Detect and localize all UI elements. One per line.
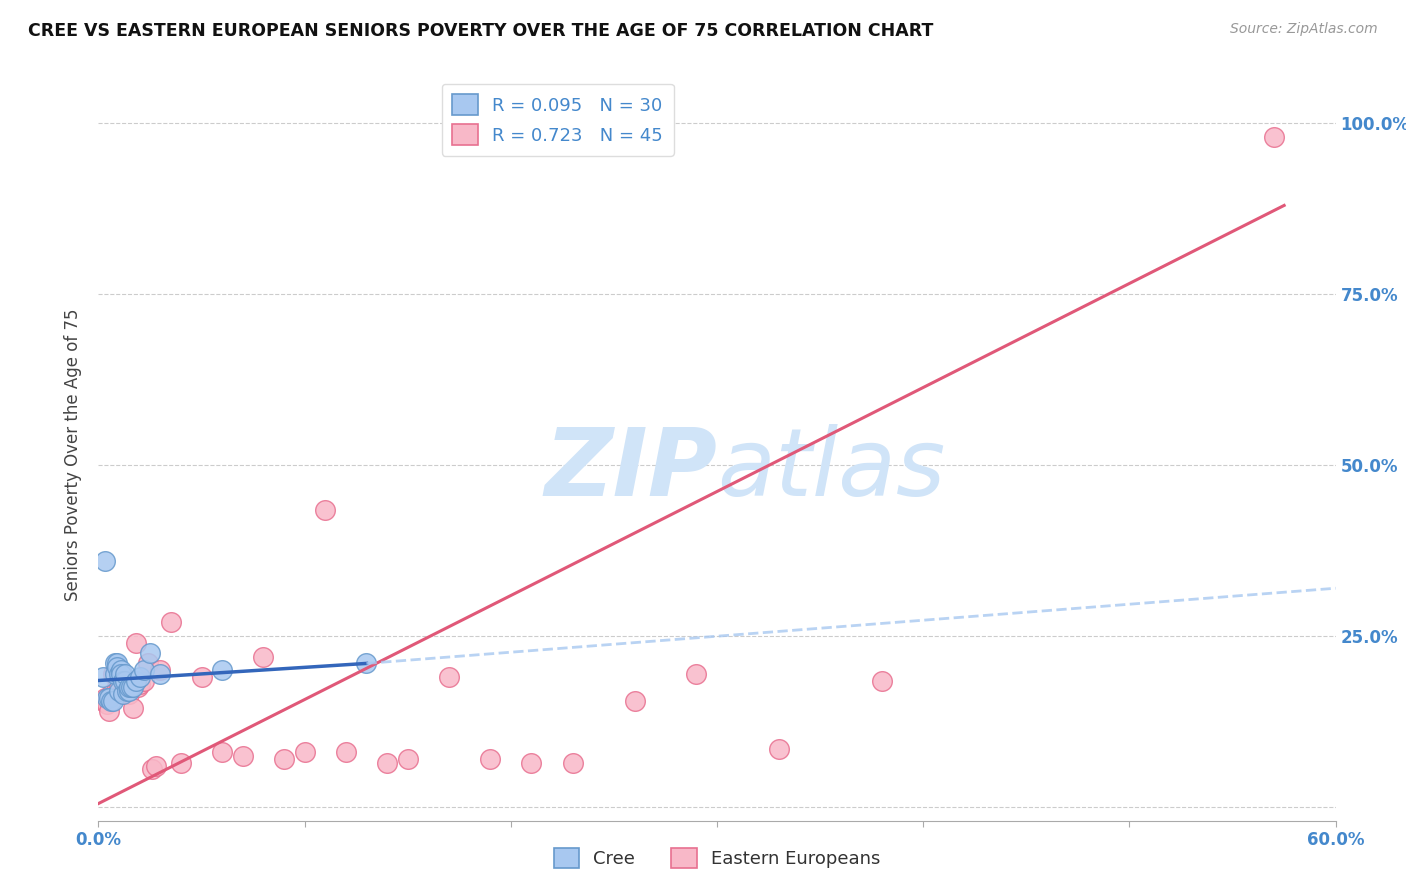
- Point: [114, 666, 136, 681]
- Point: [127, 681, 149, 695]
- Text: atlas: atlas: [717, 424, 945, 515]
- Point: [117, 683, 139, 698]
- Point: [108, 683, 131, 698]
- Point: [375, 756, 398, 770]
- Point: [685, 666, 707, 681]
- Point: [97, 704, 120, 718]
- Point: [132, 663, 155, 677]
- Point: [122, 681, 145, 695]
- Point: [768, 742, 790, 756]
- Point: [211, 745, 233, 759]
- Point: [128, 677, 150, 691]
- Point: [100, 687, 122, 701]
- Point: [104, 687, 127, 701]
- Point: [105, 660, 128, 674]
- Point: [124, 636, 146, 650]
- Point: [396, 752, 419, 766]
- Point: [139, 646, 162, 660]
- Point: [105, 657, 128, 671]
- Point: [149, 663, 172, 677]
- Point: [110, 666, 132, 681]
- Point: [437, 670, 460, 684]
- Point: [93, 554, 115, 568]
- Point: [170, 756, 193, 770]
- Legend: Cree, Eastern Europeans: Cree, Eastern Europeans: [544, 838, 890, 878]
- Point: [120, 681, 142, 695]
- Text: CREE VS EASTERN EUROPEAN SENIORS POVERTY OVER THE AGE OF 75 CORRELATION CHART: CREE VS EASTERN EUROPEAN SENIORS POVERTY…: [28, 22, 934, 40]
- Point: [273, 752, 295, 766]
- Point: [132, 673, 155, 688]
- Point: [122, 701, 145, 715]
- Point: [105, 681, 128, 695]
- Point: [252, 649, 274, 664]
- Point: [232, 748, 254, 763]
- Point: [561, 756, 583, 770]
- Point: [294, 745, 316, 759]
- Point: [159, 615, 181, 630]
- Point: [870, 673, 893, 688]
- Point: [479, 752, 502, 766]
- Point: [110, 663, 132, 677]
- Point: [623, 694, 645, 708]
- Point: [91, 694, 114, 708]
- Point: [149, 666, 172, 681]
- Point: [128, 670, 150, 684]
- Point: [97, 690, 120, 705]
- Point: [96, 698, 118, 712]
- Point: [110, 687, 132, 701]
- Point: [100, 694, 122, 708]
- Point: [118, 681, 141, 695]
- Point: [112, 673, 135, 688]
- Point: [108, 666, 131, 681]
- Point: [114, 673, 136, 688]
- Point: [211, 663, 233, 677]
- Point: [104, 666, 127, 681]
- Point: [141, 763, 163, 777]
- Point: [112, 673, 135, 688]
- Point: [120, 673, 142, 688]
- Text: Source: ZipAtlas.com: Source: ZipAtlas.com: [1230, 22, 1378, 37]
- Point: [314, 502, 336, 516]
- Point: [104, 657, 127, 671]
- Point: [124, 673, 146, 688]
- Point: [101, 666, 124, 681]
- Point: [112, 687, 135, 701]
- Text: ZIP: ZIP: [544, 424, 717, 516]
- Point: [145, 759, 167, 773]
- Point: [117, 681, 139, 695]
- Point: [118, 683, 141, 698]
- Point: [101, 694, 124, 708]
- Point: [108, 681, 131, 695]
- Point: [96, 690, 118, 705]
- Y-axis label: Seniors Poverty Over the Age of 75: Seniors Poverty Over the Age of 75: [65, 309, 83, 601]
- Point: [114, 681, 136, 695]
- Point: [91, 670, 114, 684]
- Point: [118, 687, 141, 701]
- Point: [520, 756, 543, 770]
- Point: [335, 745, 357, 759]
- Point: [356, 657, 378, 671]
- Point: [190, 670, 212, 684]
- Point: [136, 657, 159, 671]
- Point: [93, 690, 115, 705]
- Point: [1263, 130, 1285, 145]
